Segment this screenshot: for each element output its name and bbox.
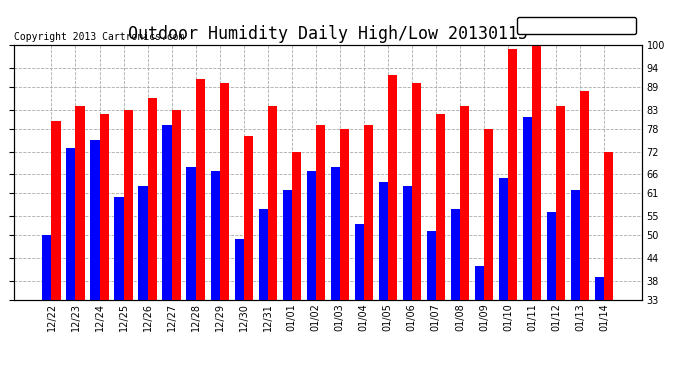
- Bar: [403, 186, 412, 375]
- Bar: [379, 182, 388, 375]
- Bar: [235, 239, 244, 375]
- Bar: [460, 106, 469, 375]
- Bar: [316, 125, 325, 375]
- Bar: [244, 136, 253, 375]
- Bar: [139, 186, 148, 375]
- Bar: [219, 83, 229, 375]
- Bar: [499, 178, 508, 375]
- Bar: [210, 171, 219, 375]
- Bar: [451, 209, 460, 375]
- Bar: [523, 117, 532, 375]
- Bar: [556, 106, 565, 375]
- Bar: [436, 114, 445, 375]
- Bar: [52, 121, 61, 375]
- Bar: [148, 98, 157, 375]
- Bar: [172, 110, 181, 375]
- Bar: [388, 75, 397, 375]
- Bar: [90, 140, 99, 375]
- Bar: [532, 45, 541, 375]
- Text: Copyright 2013 Cartronics.com: Copyright 2013 Cartronics.com: [14, 33, 184, 42]
- Legend: Low  (%), High  (%): Low (%), High (%): [517, 17, 636, 34]
- Bar: [306, 171, 316, 375]
- Bar: [364, 125, 373, 375]
- Bar: [268, 106, 277, 375]
- Bar: [115, 197, 124, 375]
- Bar: [66, 148, 75, 375]
- Bar: [412, 83, 421, 375]
- Bar: [99, 114, 108, 375]
- Bar: [355, 224, 364, 375]
- Bar: [196, 79, 205, 375]
- Bar: [547, 213, 556, 375]
- Bar: [75, 106, 85, 375]
- Bar: [571, 190, 580, 375]
- Bar: [283, 190, 292, 375]
- Bar: [580, 91, 589, 375]
- Bar: [426, 231, 436, 375]
- Bar: [339, 129, 349, 375]
- Bar: [508, 49, 517, 375]
- Bar: [484, 129, 493, 375]
- Bar: [259, 209, 268, 375]
- Bar: [595, 277, 604, 375]
- Bar: [42, 235, 52, 375]
- Bar: [292, 152, 301, 375]
- Bar: [162, 125, 172, 375]
- Bar: [186, 167, 196, 375]
- Title: Outdoor Humidity Daily High/Low 20130115: Outdoor Humidity Daily High/Low 20130115: [128, 26, 528, 44]
- Bar: [604, 152, 613, 375]
- Bar: [124, 110, 132, 375]
- Bar: [475, 266, 484, 375]
- Bar: [331, 167, 339, 375]
